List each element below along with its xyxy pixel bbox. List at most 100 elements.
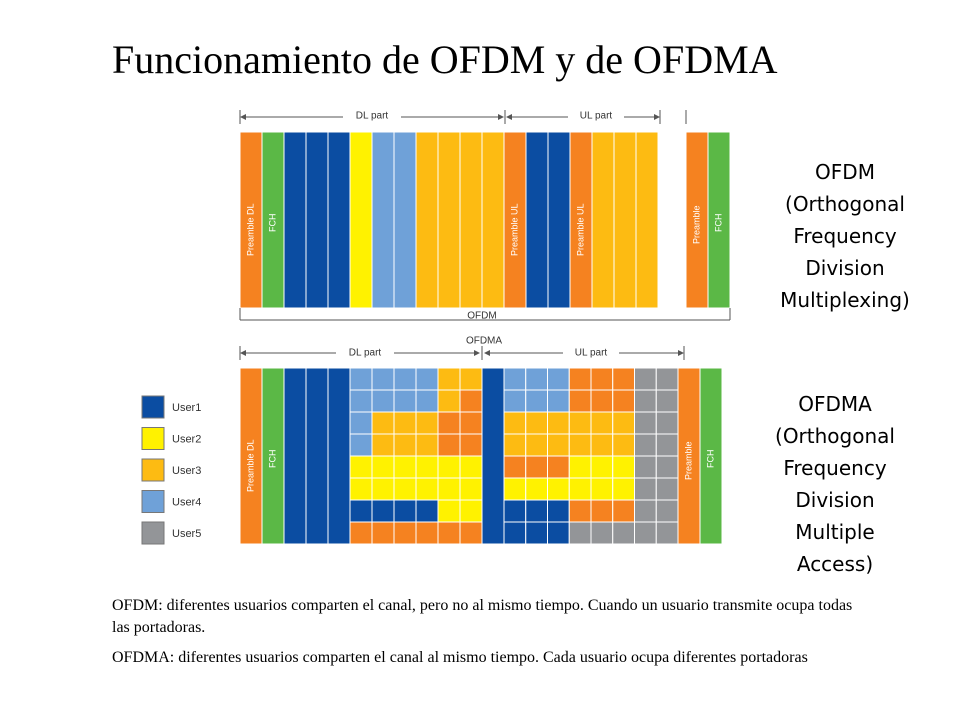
ofdma-dl-cell (393, 521, 417, 545)
ofdma-dl-part-label: DL part (349, 348, 382, 359)
ofdma-fch-label-2: FCH (705, 450, 715, 469)
ofdma-dl-cell (371, 411, 395, 435)
ofdma-dl-cell (459, 367, 483, 391)
ofdma-dl-cell (437, 433, 461, 457)
ofdma-dl-cell (349, 455, 373, 479)
ofdm-preamble-dl-label: Preamble DL (245, 203, 255, 256)
ofdma-dl-cell (437, 521, 461, 545)
ofdm-dl-part-label: DL part (356, 111, 389, 122)
ofdma-ul-cell (503, 499, 527, 523)
ofdma-dl-cell (459, 433, 483, 457)
legend-label: User1 (172, 402, 201, 414)
ofdma-dl-cell (393, 411, 417, 435)
ofdma-dl-cell (393, 367, 417, 391)
ofdma-dl-cell (349, 367, 373, 391)
ofdma-ul-cell (590, 411, 614, 435)
ofdm-dl-arrow-head-right (498, 114, 504, 120)
ofdma-ul-cell (634, 455, 657, 479)
ofdma-label-line-6: Access) (796, 552, 874, 576)
ofdma-dl-cell (371, 521, 395, 545)
ofdm-label-line-3: Frequency (793, 224, 897, 248)
ofdma-dl-cell (349, 411, 373, 435)
ofdma-ul-cell (547, 367, 570, 391)
ofdma-ul-cell (525, 389, 548, 413)
legend-swatch (141, 395, 165, 419)
ofdma-dl-arrow-head-right (474, 350, 480, 356)
ofdm-ul-label-bg (568, 109, 624, 123)
ofdma-full-column (305, 367, 329, 545)
ofdm-label-line-4: Division (805, 256, 885, 280)
ofdma-ul-label-bg (563, 346, 619, 360)
ofdma-ul-cell (655, 477, 679, 501)
ofdma-dl-cell (459, 389, 483, 413)
legend-swatch (141, 427, 165, 450)
ofdma-label: OFDMA (Orthogonal Frequency Division Mul… (760, 388, 910, 580)
ofdma-ul-cell (612, 521, 635, 545)
ofdma-dl-cell (415, 499, 439, 523)
ofdma-ul-cell (590, 499, 614, 523)
ofdma-dl-cell (459, 521, 483, 545)
ofdm-ul-part-label: UL part (580, 111, 613, 122)
ofdma-dl-cell (437, 499, 461, 523)
ofdma-ul-arrow-head-right (678, 350, 684, 356)
ofdma-ul-cell (634, 521, 657, 545)
ofdma-ul-cell (568, 455, 592, 479)
ofdma-caption: OFDMA (466, 336, 502, 347)
ofdma-ul-cell (655, 389, 679, 413)
ofdm-column (393, 131, 417, 309)
ofdm-column (459, 131, 483, 309)
ofdma-dl-cell (415, 521, 439, 545)
ofdma-ul-cell (547, 433, 570, 457)
ofdma-ul-cell (634, 433, 657, 457)
ofdma-ul-cell (634, 477, 657, 501)
page-title: Funcionamiento de OFDM y de OFDMA (112, 37, 778, 82)
ofdma-dl-cell (415, 455, 439, 479)
ofdm-column (481, 131, 505, 309)
ofdma-ul-cell (612, 433, 635, 457)
ofdma-dl-label-bg (336, 346, 394, 360)
ofdma-dl-cell (349, 499, 373, 523)
ofdma-dl-cell (393, 433, 417, 457)
ofdma-dl-cell (415, 477, 439, 501)
ofdma-description: OFDMA: diferentes usuarios comparten el … (112, 649, 808, 666)
ofdm-column (371, 131, 395, 309)
ofdma-ul-cell (655, 433, 679, 457)
ofdma-ul-cell (568, 477, 592, 501)
ofdma-full-column (283, 367, 307, 545)
ofdma-ul-cell (612, 455, 635, 479)
ofdma-preamble-label: Preamble (683, 441, 693, 480)
ofdma-ul-cell (590, 455, 614, 479)
ofdma-dl-cell (349, 521, 373, 545)
ofdma-ul-cell (655, 455, 679, 479)
ofdm-label-line-2: (Orthogonal (785, 192, 905, 216)
ofdma-ul-cell (612, 389, 635, 413)
ofdma-dl-cell (349, 389, 373, 413)
ofdm-column (305, 131, 329, 309)
ofdm-column (707, 131, 731, 309)
ofdma-ul-part-label: UL part (575, 348, 608, 359)
ofdma-ul-cell (525, 433, 548, 457)
ofdma-ul-cell (655, 367, 679, 391)
ofdm-preamble-label: Preamble (691, 205, 701, 244)
ofdma-full-column (699, 367, 723, 545)
ofdma-ul-cell (590, 521, 614, 545)
ofdm-ul-arrow-head-right (654, 114, 660, 120)
ofdma-ul-cell (503, 389, 527, 413)
ofdm-column (327, 131, 351, 309)
legend-label: User4 (172, 496, 201, 508)
ofdma-ul-cell (590, 433, 614, 457)
legend-label: User5 (172, 528, 201, 540)
ofdma-ul-cell (503, 521, 527, 545)
ofdm-dl-arrow-head-left (240, 114, 246, 120)
ofdm-column (635, 131, 659, 309)
ofdma-ul-cell (655, 521, 679, 545)
ofdma-full-column (481, 367, 505, 545)
ofdma-dl-cell (349, 477, 373, 501)
ofdma-dl-cell (415, 367, 439, 391)
ofdm-column (591, 131, 615, 309)
ofdma-ul-cell (503, 433, 527, 457)
ofdma-ul-cell (590, 389, 614, 413)
ofdm-preamble-ul-label-2: Preamble UL (575, 203, 585, 256)
ofdm-dl-label-bg (343, 109, 401, 123)
ofdma-ul-cell (525, 499, 548, 523)
